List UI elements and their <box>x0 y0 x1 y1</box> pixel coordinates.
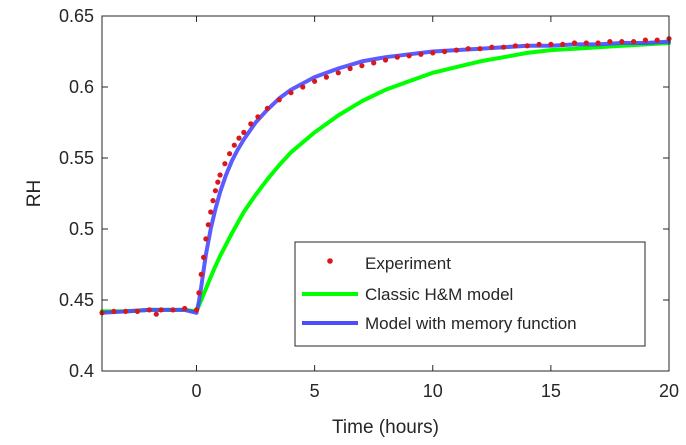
experiment-point <box>227 151 233 157</box>
experiment-point <box>619 39 625 45</box>
y-axis-label: RH <box>24 180 45 207</box>
experiment-point <box>198 271 204 277</box>
experiment-point <box>418 51 424 57</box>
experiment-point <box>347 65 353 72</box>
axes-layer <box>101 15 670 372</box>
experiment-point <box>512 43 519 49</box>
legend-items: Experiment Classic H&M model Model with me… <box>302 254 577 333</box>
experiment-point <box>288 90 294 96</box>
y-tick-label: 0.6 <box>69 77 94 97</box>
x-tick-label: 0 <box>191 381 201 401</box>
experiment-point <box>489 44 495 50</box>
experiment-point <box>208 209 214 215</box>
series-line-2 <box>100 39 671 315</box>
legend-label: Classic H&M model <box>365 285 513 304</box>
experiment-point <box>571 40 578 46</box>
experiment-point <box>264 105 270 111</box>
experiment-point <box>477 46 483 52</box>
experiment-point <box>203 236 209 242</box>
experiment-point <box>359 63 365 69</box>
experiment-point <box>123 308 129 314</box>
experiment-point <box>371 60 377 66</box>
experiment-point <box>236 135 242 141</box>
x-axis-label: Time (hours) <box>332 417 439 438</box>
y-tick-label: 0.4 <box>69 361 94 381</box>
experiment-point <box>430 50 436 56</box>
experiment-point <box>111 308 117 314</box>
experiment-point <box>323 74 329 80</box>
y-tick-label: 0.65 <box>59 6 94 26</box>
experiment-point <box>524 43 530 49</box>
experiment-point <box>631 39 637 45</box>
experiment-point <box>146 307 152 313</box>
legend: Experiment Classic H&M model Model with me… <box>294 241 646 347</box>
experiment-point <box>217 172 223 178</box>
experiment-point <box>248 121 254 127</box>
legend-label: Experiment <box>365 254 451 273</box>
experiment-point <box>222 161 228 167</box>
series-layer <box>99 36 672 317</box>
x-tick-label: 5 <box>310 381 320 401</box>
experiment-point <box>312 78 318 84</box>
experiment-point <box>595 40 601 46</box>
experiment-point <box>205 222 211 228</box>
experiment-point <box>210 198 216 204</box>
experiment-point <box>501 44 507 50</box>
experiment-point <box>158 307 164 313</box>
tick-labels: 0 5 10 15 20 0.4 0.45 0.5 0.55 0.6 0.65 <box>59 6 679 401</box>
experiment-point <box>453 47 459 53</box>
experiment-point <box>583 40 589 46</box>
x-tick-label: 10 <box>423 381 443 401</box>
legend-label: Model with memory function <box>365 314 577 333</box>
y-tick-label: 0.45 <box>59 290 94 310</box>
experiment-point <box>241 129 247 135</box>
experiment-point <box>560 41 566 48</box>
experiment-point <box>406 53 412 59</box>
experiment-point <box>134 308 140 314</box>
experiment-point <box>394 54 400 60</box>
experiment-point <box>276 97 282 103</box>
experiment-point <box>212 188 218 194</box>
experiment-point <box>255 114 261 120</box>
experiment-point <box>196 290 202 296</box>
experiment-point <box>300 84 306 90</box>
experiment-point <box>182 305 188 312</box>
x-tick-label: 15 <box>541 381 561 401</box>
experiment-point <box>215 179 221 185</box>
experiment-point <box>201 254 207 260</box>
experiment-point <box>465 46 471 52</box>
experiment-point <box>642 37 649 43</box>
legend-marker-experiment <box>327 258 333 264</box>
experiment-point <box>536 41 542 48</box>
experiment-point <box>607 39 613 45</box>
experiment-point <box>153 311 159 317</box>
experiment-point <box>335 70 341 76</box>
x-tick-label: 20 <box>659 381 679 401</box>
experiment-point <box>382 57 389 63</box>
experiment-point <box>654 37 660 43</box>
experiment-point <box>442 48 448 55</box>
experiment-point <box>231 142 237 148</box>
experiment-point <box>193 307 200 313</box>
y-tick-label: 0.55 <box>59 148 94 168</box>
axes-frame <box>101 15 670 372</box>
experiment-point <box>548 41 554 48</box>
experiment-point <box>170 307 176 313</box>
y-tick-label: 0.5 <box>69 219 94 239</box>
